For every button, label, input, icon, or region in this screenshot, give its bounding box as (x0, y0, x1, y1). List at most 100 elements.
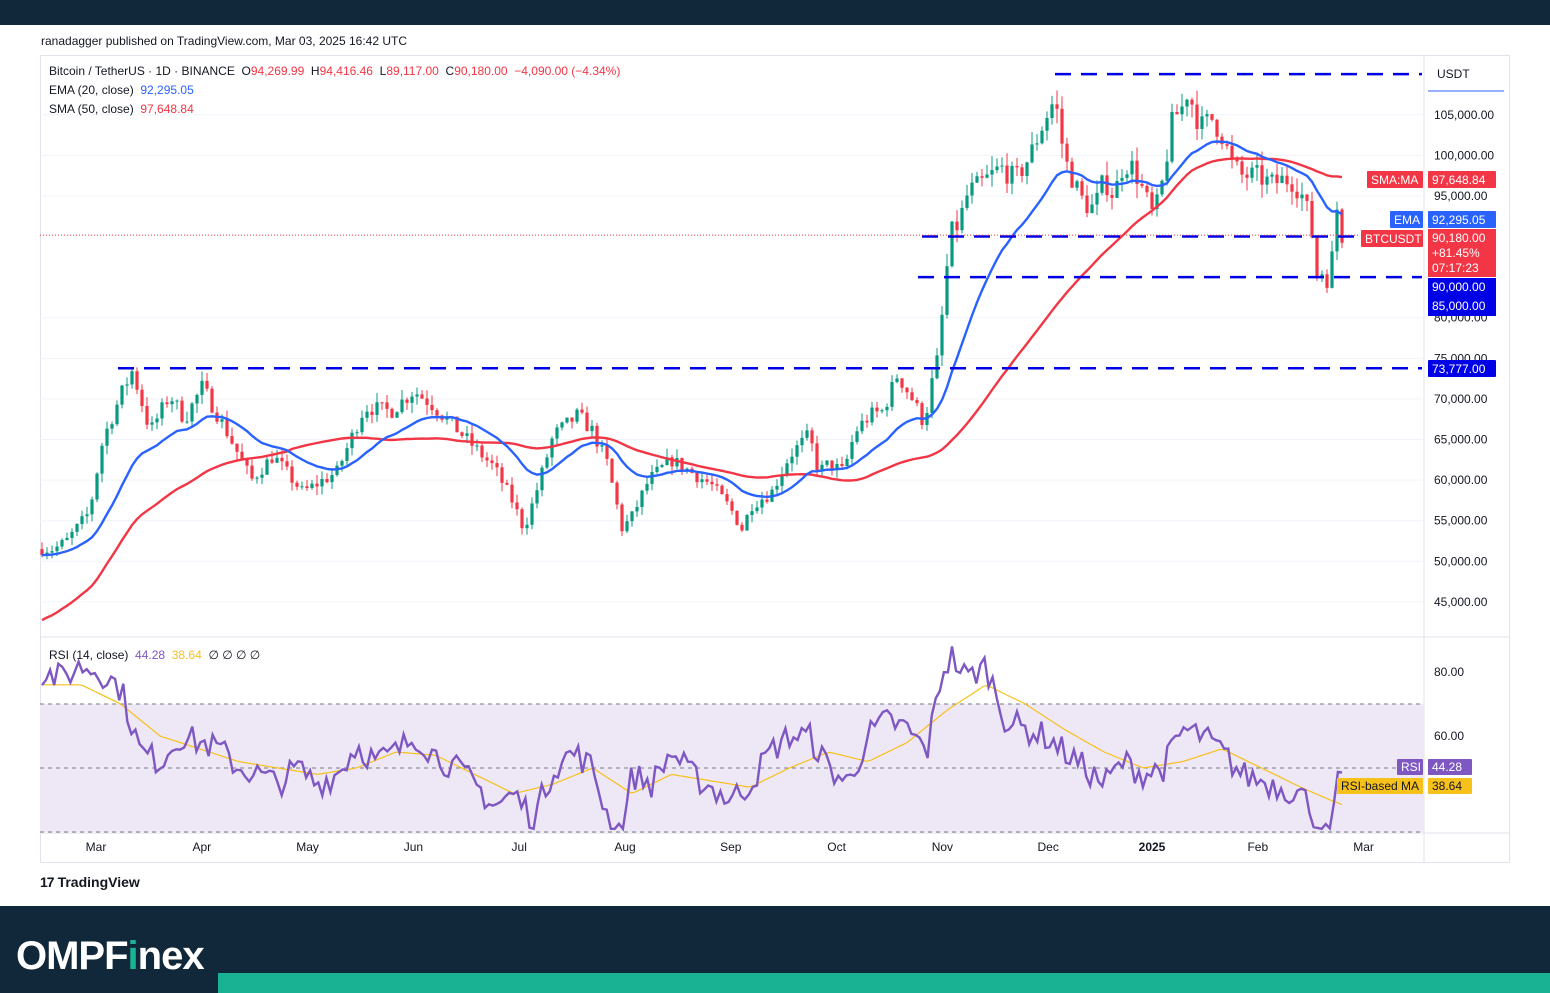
rsi-ma-value-badge: 38.64 (1432, 779, 1462, 793)
candle-body (845, 458, 849, 466)
candle-body (395, 412, 399, 418)
ompfinex-logo: OMPFinex (16, 934, 205, 978)
candle-body (1255, 165, 1259, 168)
candle-body (135, 371, 139, 390)
candle-body (1260, 165, 1264, 185)
price-tick-label: 100,000.00 (1434, 148, 1494, 162)
candle-body (745, 515, 749, 531)
candle-body (1015, 165, 1019, 168)
candle-body (300, 486, 304, 488)
candle-body (350, 432, 354, 449)
candle-body (420, 394, 424, 399)
candle-body (1155, 194, 1159, 210)
candle-body (230, 436, 234, 444)
candle-body (115, 404, 119, 425)
candle-body (660, 465, 664, 467)
sma-tag-bg (1367, 171, 1423, 188)
candle-body (1030, 144, 1034, 163)
candle-body (915, 400, 919, 404)
ema-price-badge: 92,295.05 (1432, 213, 1486, 227)
level-90k-badge: 90,000.00 (1432, 280, 1486, 294)
candle-body (55, 546, 59, 552)
candle-body (365, 411, 369, 418)
candle-body (1170, 111, 1174, 162)
ema-label: EMA (20, close) (49, 83, 134, 97)
symbol-legend: Bitcoin / TetherUS · 1D · BINANCE O94,26… (49, 64, 620, 78)
candle-body (430, 404, 434, 411)
candle-body (1280, 175, 1284, 184)
rsi-legend: RSI (14, close) 44.28 38.64 ∅ ∅ ∅ ∅ (49, 648, 260, 662)
candle-body (260, 474, 264, 478)
candle-body (325, 478, 329, 483)
candle-body (870, 407, 874, 423)
candle-body (570, 417, 574, 422)
candle-body (1095, 192, 1099, 205)
time-tick-label: Apr (192, 840, 211, 854)
rsi-tag: RSI (1401, 760, 1421, 774)
candle-body (195, 394, 199, 404)
candle-body (240, 451, 244, 460)
candle-body (580, 409, 584, 413)
candle-body (1200, 116, 1204, 129)
candle-body (85, 514, 89, 517)
ema-value: 92,295.05 (140, 83, 194, 97)
currency-label: USDT (1437, 67, 1470, 81)
candle-body (1055, 104, 1059, 109)
time-tick-label: Oct (827, 840, 846, 854)
candle-body (950, 221, 954, 267)
candle-body (1320, 274, 1324, 278)
sma-label: SMA (50, close) (49, 102, 134, 116)
time-tick-label: Mar (1353, 840, 1374, 854)
candle-body (960, 207, 964, 231)
candle-body (530, 503, 534, 525)
candle-body (810, 430, 814, 444)
candle-body (880, 410, 884, 412)
rsi-ma-value: 38.64 (171, 648, 202, 662)
candle-body (525, 524, 529, 529)
candle-body (60, 540, 64, 547)
candle-body (275, 457, 279, 463)
candle-body (970, 182, 974, 196)
candle-body (105, 428, 109, 446)
candle-body (295, 482, 299, 487)
rsi-tag-bg (1397, 759, 1423, 775)
tradingview-logo: 17 TradingView (40, 874, 140, 890)
candle-body (320, 478, 324, 487)
time-tick-label: Mar (86, 840, 107, 854)
close-value: 90,180.00 (454, 64, 508, 78)
candle-body (930, 378, 934, 414)
candle-body (785, 463, 789, 475)
rsi-ma-value-badge-bg (1428, 778, 1472, 794)
candle-body (725, 494, 729, 502)
candle-body (680, 457, 684, 471)
rsi-line (41, 646, 1343, 832)
candle-body (235, 443, 239, 452)
ema-line (41, 140, 1343, 557)
top-bar (0, 0, 1550, 25)
candle-body (625, 521, 629, 532)
candle-body (1250, 167, 1254, 178)
rsi-value: 44.28 (135, 648, 166, 662)
candle-body (1045, 117, 1049, 131)
candle-body (415, 394, 419, 397)
candle-body (205, 380, 209, 389)
candle-body (1130, 160, 1134, 175)
candle-body (1025, 162, 1029, 176)
candle-body (780, 474, 784, 486)
candle-body (1215, 119, 1219, 137)
candle-body (470, 433, 474, 446)
candle-body (805, 430, 809, 438)
candle-body (120, 385, 124, 405)
candle-body (1220, 136, 1224, 145)
candle-body (545, 457, 549, 468)
candle-body (1235, 158, 1239, 162)
candle-body (270, 459, 274, 463)
change-value: −4,090.00 (−4.34%) (514, 64, 621, 78)
time-tick-label: Jul (512, 840, 527, 854)
price-chart[interactable]: 105,000.00100,000.0095,000.0080,000.0075… (0, 0, 1550, 906)
ema-legend: EMA (20, close) 92,295.05 (49, 83, 194, 97)
candle-body (815, 443, 819, 470)
rsi-label: RSI (14, close) (49, 648, 129, 662)
candle-body (605, 445, 609, 459)
candle-body (920, 403, 924, 425)
